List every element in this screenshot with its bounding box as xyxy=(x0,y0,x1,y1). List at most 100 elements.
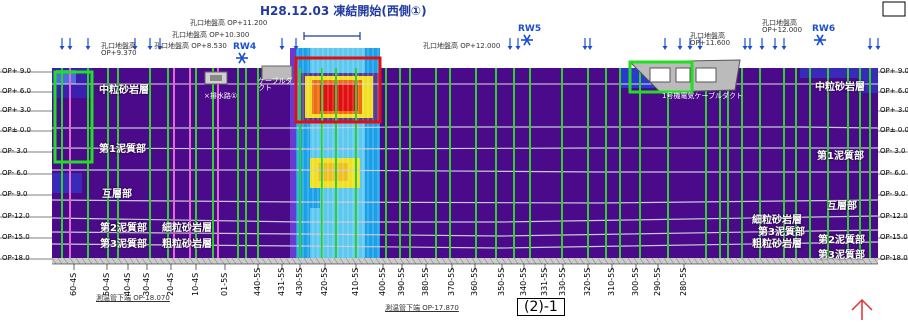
depth-label-left-8: OP-15.0 xyxy=(2,233,30,241)
hatch-line xyxy=(249,257,255,265)
down-arrow-head-16 xyxy=(742,46,748,50)
geo-label-left-3: 互層部 xyxy=(102,189,132,200)
depth-label-right-5: OP- 6.0 xyxy=(880,169,906,177)
rw4-label: RW4 xyxy=(233,42,257,52)
snowflake-icon-1 xyxy=(523,34,531,46)
geo-label-right-1: 中粒砂岩層 xyxy=(815,82,865,93)
x-label: 330-5S xyxy=(558,267,567,296)
hatch-line xyxy=(435,257,441,265)
hatch-line xyxy=(567,257,573,265)
hatch-line xyxy=(333,257,339,265)
depth-label-left-4: OP- 3.0 xyxy=(2,147,28,155)
x-label: 340-5S xyxy=(519,267,528,296)
down-arrow-head-2 xyxy=(85,46,91,50)
hatch-line xyxy=(753,257,759,265)
duct2-cell-3 xyxy=(695,67,717,83)
rw5-label: RW5 xyxy=(518,24,542,34)
hatch-line xyxy=(537,257,543,265)
hatch-line xyxy=(285,257,291,265)
x-label: 400-5S xyxy=(378,267,387,296)
hatch-line xyxy=(93,257,99,265)
hole-ground-label-1: 孔口地盤高 OP+11.200 xyxy=(190,19,268,27)
hole-ground-label-6: 孔口地盤高 OP+12.000 xyxy=(762,19,803,34)
depth-label-left-0: OP+ 9.0 xyxy=(2,67,31,75)
hatch-line xyxy=(447,257,453,265)
hatch-line xyxy=(357,257,363,265)
depth-label-left-2: OP+ 3.0 xyxy=(2,106,31,114)
x-label: 280-5S xyxy=(679,267,688,296)
hatch-line xyxy=(69,257,75,265)
rw6-label: RW6 xyxy=(812,24,836,34)
depth-label-right-4: OP- 3.0 xyxy=(880,147,906,155)
x-label: 410-5S xyxy=(351,267,360,296)
hatch-line xyxy=(465,257,471,265)
hatch-line xyxy=(561,257,567,265)
x-label: 370-5S xyxy=(447,267,456,296)
hatch-line xyxy=(867,257,873,265)
snowflake-icon-0 xyxy=(238,52,246,64)
depth-label-right-7: OP-12.0 xyxy=(880,212,908,220)
x-label: 380-5S xyxy=(421,267,430,296)
geo-label-right-8: 第3泥質部 xyxy=(818,250,865,261)
hatch-line xyxy=(291,257,297,265)
hole-ground-label-4: 孔口地盤高 OP+12.000 xyxy=(423,42,501,50)
hatch-line xyxy=(687,257,693,265)
corner-box xyxy=(882,1,906,17)
cable-duct-label: ケーブルダクト xyxy=(258,77,293,92)
depth-label-right-9: OP-18.0 xyxy=(880,254,908,262)
hole-ground-label-left: 孔口地盤高 OP+9.370 xyxy=(101,42,137,57)
hatch-line xyxy=(825,257,831,265)
down-arrow-head-8 xyxy=(507,46,513,50)
down-arrow-head-4 xyxy=(147,46,153,50)
hatch-line xyxy=(255,257,261,265)
down-arrow-head-18 xyxy=(759,46,765,50)
depth-label-left-9: OP-18.0 xyxy=(2,254,30,262)
duct2-cell-2 xyxy=(675,67,691,83)
hatch-line xyxy=(675,257,681,265)
bottom-note-mid: 測温管下端 OP-17.870 xyxy=(385,304,459,312)
x-label: 420-5S xyxy=(320,267,329,296)
down-arrow-head-19 xyxy=(772,46,778,50)
down-arrow-head-21 xyxy=(867,46,873,50)
hatch-line xyxy=(873,257,879,265)
down-arrow-head-20 xyxy=(781,46,787,50)
hatch-line xyxy=(381,257,387,265)
hatch-line xyxy=(495,257,501,265)
hatch-line xyxy=(861,257,867,265)
hatch-line xyxy=(159,257,165,265)
geo-label-right-6: 粗粒砂岩層 xyxy=(752,239,802,250)
hatch-line xyxy=(717,257,723,265)
bottom-note-left: 測温管下端 OP-18.070 xyxy=(96,294,170,302)
down-arrow-head-11 xyxy=(587,46,593,50)
hatch-line xyxy=(297,257,303,265)
hatch-line xyxy=(429,257,435,265)
cold-zone-left-2 xyxy=(52,173,82,193)
hatch-line xyxy=(507,257,513,265)
x-label: 20-4S xyxy=(166,272,175,296)
hatch-line xyxy=(417,257,423,265)
hatch-line xyxy=(147,257,153,265)
down-arrow-head-22 xyxy=(875,46,881,50)
hatch-line xyxy=(219,257,225,265)
x-label: 360-5S xyxy=(470,267,479,296)
hatch-line xyxy=(759,257,765,265)
cable-duct-structure xyxy=(261,65,293,81)
hatch-line xyxy=(225,257,231,265)
down-arrow-head-5 xyxy=(157,46,163,50)
hatch-line xyxy=(765,257,771,265)
hatch-line xyxy=(171,257,177,265)
hatch-line xyxy=(279,257,285,265)
geo-label-left-1: 中粒砂岩層 xyxy=(99,85,149,96)
down-arrow-head-13 xyxy=(677,46,683,50)
hatch-line xyxy=(627,257,633,265)
hatch-line xyxy=(315,257,321,265)
hatch-line xyxy=(309,257,315,265)
hatch-line xyxy=(837,257,843,265)
x-label: 431-5S xyxy=(277,267,286,296)
highlight-green-left xyxy=(53,70,94,164)
drain-label: ×排水路① xyxy=(204,92,238,100)
hatch-line xyxy=(399,257,405,265)
x-label: 430-5S xyxy=(295,267,304,296)
hatch-line xyxy=(327,257,333,265)
hatch-line xyxy=(525,257,531,265)
